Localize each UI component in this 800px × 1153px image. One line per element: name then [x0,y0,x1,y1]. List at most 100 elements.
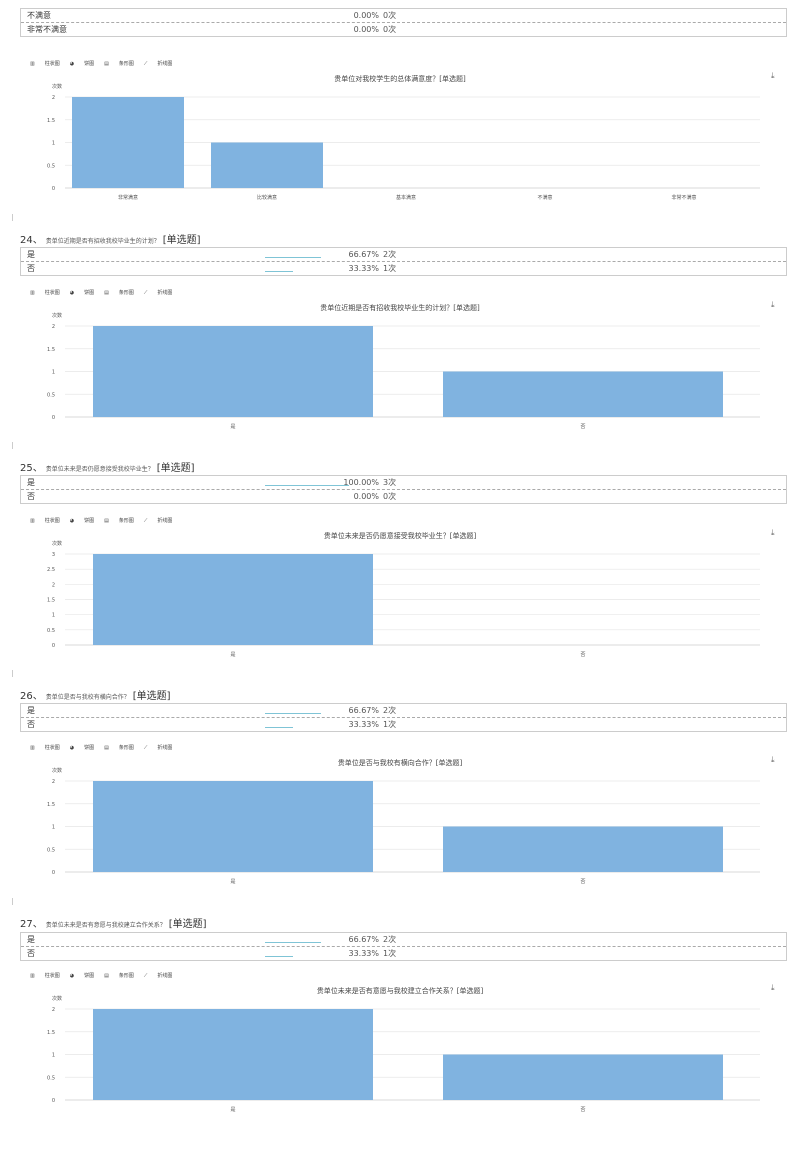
bar-horizontal-icon: ▤ [104,290,109,296]
chart-type-label: 柱状图 [44,973,60,979]
option-count: 0次 [383,25,397,34]
option-label: 是 [27,478,35,487]
bar [93,326,373,417]
chart-type-1-button[interactable]: ◕ 饼图 [70,61,94,67]
y-tick-label: 1.5 [47,802,55,808]
chart-type-2-button[interactable]: ▤ 条形图 [104,518,134,524]
bar [443,826,723,872]
chart-type-label: 条形图 [118,61,134,67]
bar-horizontal-icon: ▤ [104,745,109,751]
y-tick-label: 0 [52,186,55,192]
chart-type-1-button[interactable]: ◕ 饼图 [70,290,94,296]
chart-title: 贵单位未来是否仍愿意接受我校毕业生？[单选题] [323,532,477,540]
line-chart-icon: ⟋ [143,518,148,524]
percent-bar [265,727,293,728]
pie-chart-icon: ◕ [69,61,75,67]
chart-type-1-button[interactable]: ◕ 饼图 [70,745,94,751]
percent-bar [265,257,321,258]
pie-chart-icon: ◕ [69,290,75,296]
question-header: 24、 贵单位近期是否有招收我校毕业生的计划？ [单选题] [20,231,201,246]
question-number: 27、 [20,919,43,930]
chart-type-3-button[interactable]: ⟋ 折线图 [144,518,173,524]
table-row: 是 66.67% 2次 [21,933,786,946]
option-label: 否 [27,720,35,729]
chart-type-0-button[interactable]: ▥ 柱状图 [30,973,60,979]
pie-chart-icon: ◕ [69,518,75,524]
chart-type-3-button[interactable]: ⟋ 折线图 [144,290,173,296]
chart-type-label: 条形图 [118,973,134,979]
chart-type-label: 饼图 [84,518,95,524]
bar [443,371,723,417]
option-label: 否 [27,264,35,273]
section-edge-mark [12,898,13,905]
download-icon[interactable]: ⤓ [771,300,775,309]
chart-type-2-button[interactable]: ▤ 条形图 [104,973,134,979]
x-tick-label: 比较满意 [257,194,277,201]
option-label: 是 [27,706,35,715]
bar-chart-icon: ▥ [30,61,35,67]
y-tick-label: 2 [52,582,55,588]
chart-type-label: 条形图 [118,745,134,751]
download-icon[interactable]: ⤓ [771,983,775,992]
bar-horizontal-icon: ▤ [104,973,109,979]
download-icon[interactable]: ⤓ [771,528,775,537]
chart-type-label: 饼图 [84,290,95,296]
y-tick-label: 0.5 [47,163,55,169]
chart-type-label: 折线图 [157,518,173,524]
x-tick-label: 基本满意 [396,194,416,201]
percent-bar [265,956,293,957]
chart-type-3-button[interactable]: ⟋ 折线图 [144,745,173,751]
bar [72,97,184,188]
question-text: 贵单位近期是否有招收我校毕业生的计划？ [45,238,160,245]
question-type: [单选题] [132,691,171,702]
option-percent: 100.00% [343,478,379,487]
table-row: 否 33.33% 1次 [21,261,786,275]
chart-type-label: 饼图 [84,745,95,751]
chart-type-3-button[interactable]: ⟋ 折线图 [144,61,173,67]
chart-type-0-button[interactable]: ▥ 柱状图 [30,61,60,67]
table-row: 非常不满意 0.00% 0次 [21,22,786,36]
percent-bar [265,271,293,272]
table-row: 否 33.33% 1次 [21,717,786,731]
chart-type-1-button[interactable]: ◕ 饼图 [70,518,94,524]
option-count: 0次 [383,492,397,501]
line-chart-icon: ⟋ [143,745,148,751]
download-icon[interactable]: ⤓ [771,71,775,80]
option-percent: 0.00% [353,492,379,501]
y-tick-label: 1 [52,141,55,147]
y-tick-label: 0 [52,643,55,649]
y-tick-label: 3 [52,552,55,558]
download-icon[interactable]: ⤓ [771,755,775,764]
results-table: 是 66.67% 2次否 33.33% 1次 [20,247,787,276]
option-count: 1次 [383,264,397,273]
y-tick-label: 0 [52,415,55,421]
chart-type-label: 折线图 [157,745,173,751]
chart-type-label: 柱状图 [44,745,60,751]
chart-type-label: 条形图 [118,290,134,296]
y-axis-label: 次数 [52,767,62,774]
chart-type-3-button[interactable]: ⟋ 折线图 [144,973,173,979]
chart-type-0-button[interactable]: ▥ 柱状图 [30,518,60,524]
chart-type-0-button[interactable]: ▥ 柱状图 [30,290,60,296]
y-tick-label: 0.5 [47,1075,55,1081]
chart-type-2-button[interactable]: ▤ 条形图 [104,290,134,296]
chart-type-1-button[interactable]: ◕ 饼图 [70,973,94,979]
y-axis-label: 次数 [52,540,62,547]
option-percent: 33.33% [348,264,379,273]
bar-horizontal-icon: ▤ [104,518,109,524]
chart-type-0-button[interactable]: ▥ 柱状图 [30,745,60,751]
option-count: 3次 [383,478,397,487]
option-label: 不满意 [27,11,51,20]
chart-type-toolbar: ▥ 柱状图 ◕ 饼图 ▤ 条形图 ⟋ 折线图 [30,517,182,524]
table-row: 不满意 0.00% 0次 [21,9,786,22]
option-percent: 33.33% [348,949,379,958]
chart-type-2-button[interactable]: ▤ 条形图 [104,745,134,751]
chart-type-2-button[interactable]: ▤ 条形图 [104,61,134,67]
y-tick-label: 1 [52,1053,55,1059]
chart-type-toolbar: ▥ 柱状图 ◕ 饼图 ▤ 条形图 ⟋ 折线图 [30,60,182,67]
x-tick-label: 非常不满意 [671,194,696,201]
y-tick-label: 1 [52,370,55,376]
question-text: 贵单位是否与我校有横向合作？ [45,694,130,701]
chart-type-label: 柱状图 [44,518,60,524]
chart-type-label: 条形图 [118,518,134,524]
